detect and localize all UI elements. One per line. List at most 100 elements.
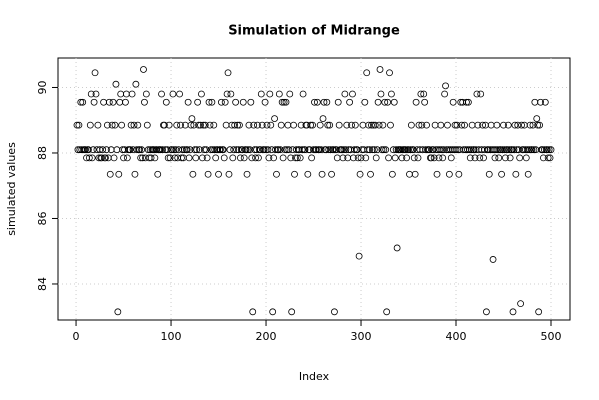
point (309, 121, 316, 129)
point (162, 98, 170, 106)
point (398, 154, 406, 162)
point (290, 121, 297, 129)
point (403, 154, 411, 162)
point (245, 121, 253, 129)
point (277, 121, 285, 129)
point (430, 154, 438, 162)
point (154, 170, 162, 178)
point (522, 154, 530, 162)
point (423, 121, 430, 129)
point (288, 308, 296, 316)
point (489, 256, 497, 263)
y-tick-label: 84 (36, 277, 49, 291)
point (388, 170, 396, 178)
point (436, 146, 444, 154)
point (335, 121, 343, 129)
y-tick-label: 88 (36, 146, 49, 160)
point (498, 170, 506, 178)
point (236, 154, 244, 162)
point (437, 121, 445, 129)
point (365, 121, 373, 129)
point (407, 121, 415, 129)
point (85, 154, 93, 162)
point (229, 154, 237, 162)
point (355, 252, 363, 260)
point (185, 154, 193, 162)
point (220, 154, 228, 162)
point (141, 98, 148, 106)
point (151, 154, 159, 162)
point (322, 146, 330, 154)
point (140, 66, 147, 73)
point (248, 154, 256, 162)
point (86, 121, 94, 129)
point (476, 154, 484, 162)
point (493, 121, 501, 129)
point (318, 170, 326, 178)
point (235, 146, 242, 154)
point (388, 90, 395, 98)
point (75, 121, 83, 129)
point (194, 98, 202, 106)
point (163, 146, 171, 154)
point (392, 146, 400, 154)
point (193, 146, 201, 154)
point (412, 98, 420, 106)
point (539, 146, 546, 154)
point (382, 146, 390, 154)
point (377, 90, 385, 98)
point (292, 154, 299, 162)
point (510, 146, 518, 154)
point (342, 146, 350, 154)
point (379, 121, 387, 129)
point (280, 98, 288, 106)
point (130, 121, 138, 129)
point (224, 69, 232, 77)
point (483, 308, 490, 316)
point (201, 121, 209, 129)
point (492, 146, 500, 154)
point (126, 146, 134, 154)
x-tick-label: 200 (256, 330, 277, 343)
point (203, 154, 211, 162)
y-axis-label: simulated values (5, 142, 18, 236)
chart-title: Simulation of Midrange (228, 24, 400, 39)
point (205, 98, 213, 106)
point (244, 146, 252, 154)
point (547, 146, 555, 154)
point (128, 90, 136, 98)
point (541, 98, 549, 106)
x-axis-label: Index (299, 370, 330, 383)
point (458, 121, 466, 129)
point (127, 121, 135, 129)
point (103, 146, 110, 154)
point (477, 90, 485, 98)
point (502, 154, 509, 162)
point (183, 146, 191, 154)
point (537, 98, 544, 106)
point (328, 170, 335, 178)
point (219, 146, 227, 154)
point (402, 146, 410, 154)
point (470, 146, 478, 154)
point (410, 154, 418, 162)
point (325, 146, 333, 154)
point (197, 121, 204, 129)
point (258, 121, 266, 129)
point (105, 98, 113, 106)
point (79, 98, 87, 106)
point (326, 121, 334, 129)
point (131, 170, 139, 178)
point (226, 146, 234, 154)
point (286, 90, 294, 98)
point (103, 121, 111, 129)
point (464, 98, 472, 106)
point (231, 121, 239, 129)
point (545, 146, 553, 154)
point (199, 121, 207, 129)
point (523, 146, 531, 154)
point (230, 146, 238, 154)
point (202, 146, 210, 154)
point (308, 154, 316, 162)
point (339, 154, 347, 162)
